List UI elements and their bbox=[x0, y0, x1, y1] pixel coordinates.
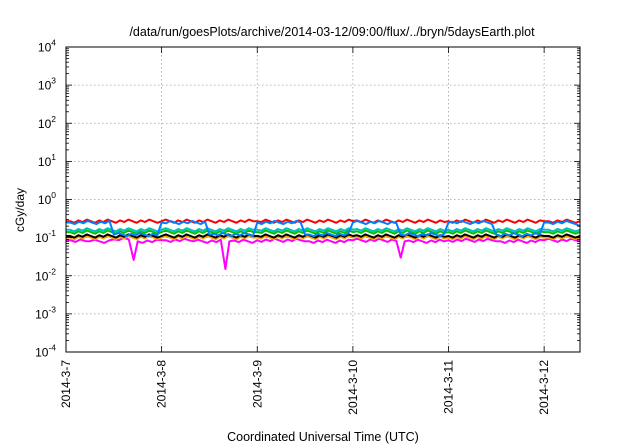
y-axis-label: cGy/day bbox=[13, 188, 27, 232]
x-tick-label: 2014-3-12 bbox=[537, 360, 551, 415]
y-tick-exponent: 4 bbox=[51, 38, 56, 48]
series-group bbox=[66, 218, 581, 270]
x-tick-label: 2014-3-7 bbox=[59, 360, 73, 408]
y-tick-exponent: -4 bbox=[48, 343, 56, 353]
x-tick-labels: 2014-3-7 2014-3-8 2014-3-9 2014-3-10 2014-3-… bbox=[59, 360, 551, 415]
x-tick-label: 2014-3-9 bbox=[250, 360, 264, 408]
y-tick-exponent: 0 bbox=[51, 190, 56, 200]
y-tick-label: 101 bbox=[38, 152, 56, 169]
y-tick-exponent: 1 bbox=[51, 152, 56, 162]
series-line bbox=[66, 236, 581, 270]
series-line bbox=[66, 218, 581, 224]
y-tick-label: 10-2 bbox=[35, 266, 56, 283]
chart-title: /data/run/goesPlots/archive/2014-03-12/0… bbox=[129, 25, 535, 39]
y-tick-label: 102 bbox=[38, 114, 56, 131]
grid bbox=[65, 46, 580, 353]
y-tick-label: 100 bbox=[38, 190, 56, 207]
axis-ticks bbox=[65, 46, 580, 353]
x-tick-label: 2014-3-11 bbox=[442, 360, 456, 414]
y-tick-exponent: -2 bbox=[48, 266, 56, 276]
x-tick-label: 2014-3-8 bbox=[155, 360, 169, 408]
y-tick-label: 104 bbox=[38, 38, 56, 55]
series-line bbox=[66, 229, 581, 235]
x-axis-label: Coordinated Universal Time (UTC) bbox=[227, 430, 419, 444]
y-tick-label: 103 bbox=[38, 76, 56, 93]
series-line bbox=[66, 227, 581, 233]
y-tick-exponent: 3 bbox=[51, 76, 56, 86]
x-tick-label: 2014-3-10 bbox=[346, 360, 360, 415]
y-tick-label: 10-4 bbox=[35, 343, 56, 360]
y-tick-exponent: 2 bbox=[51, 114, 56, 124]
y-tick-label: 10-3 bbox=[35, 304, 56, 321]
series-line bbox=[66, 235, 581, 241]
series-line bbox=[66, 219, 581, 238]
y-tick-exponent: -3 bbox=[48, 304, 56, 314]
y-tick-label: 10-1 bbox=[35, 228, 56, 245]
y-tick-exponent: -1 bbox=[48, 228, 56, 238]
